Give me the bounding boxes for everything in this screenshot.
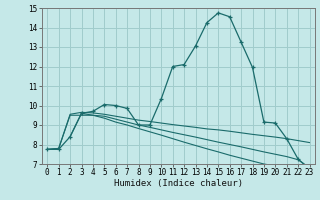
X-axis label: Humidex (Indice chaleur): Humidex (Indice chaleur) [114,179,243,188]
